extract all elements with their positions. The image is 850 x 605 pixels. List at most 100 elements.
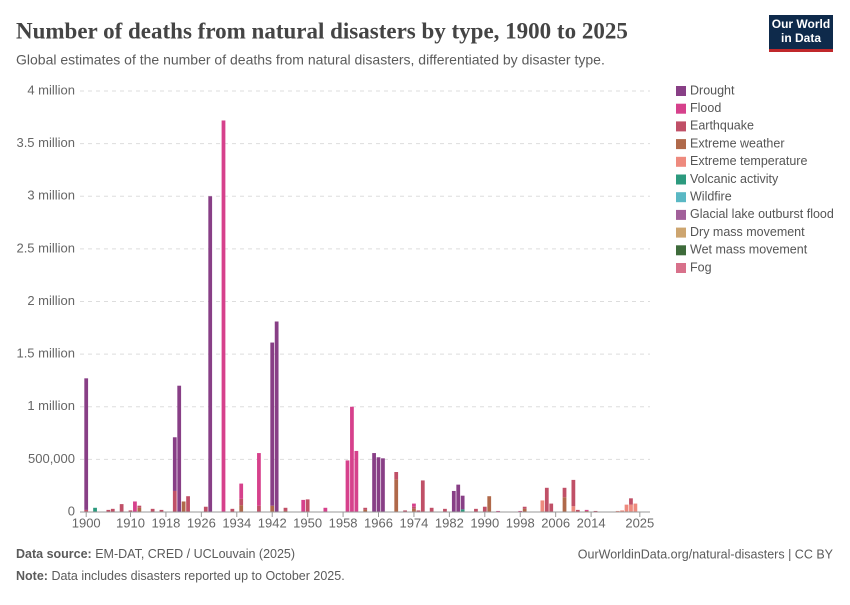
bar-segment (239, 505, 244, 512)
x-tick-label: 1910 (116, 515, 145, 530)
bar-segment (305, 499, 310, 512)
x-tick-label: 1926 (187, 515, 216, 530)
bar-segment (150, 508, 155, 512)
bar-segment (496, 510, 500, 512)
logo[interactable]: Our World in Data (769, 15, 833, 52)
legend-label: Wildfire (690, 189, 732, 203)
y-tick-label: 1 million (27, 398, 75, 413)
bar-segment (230, 508, 235, 512)
bar-segment (345, 460, 350, 512)
bar-segment (84, 378, 89, 510)
bar-segment (412, 503, 416, 507)
bar-segment (93, 507, 97, 512)
bar-segment (633, 503, 638, 512)
bar-segment (571, 479, 576, 507)
legend-swatch (676, 121, 686, 132)
bar-segment (549, 503, 554, 512)
legend-swatch (676, 227, 686, 238)
y-tick-label: 3 million (27, 188, 75, 203)
bar-segment (474, 508, 478, 512)
bar-segment (429, 507, 434, 512)
bar-segment (133, 501, 137, 512)
bar-segment (159, 509, 164, 512)
logo-underline (769, 49, 833, 52)
bar-segment (270, 505, 275, 512)
bar-segment (540, 500, 545, 512)
legend-item[interactable]: Flood (676, 101, 721, 115)
bar-segment (137, 505, 142, 508)
x-tick-label: 1982 (435, 515, 464, 530)
bar-segment (110, 508, 115, 512)
bar-segment (323, 507, 328, 512)
legend-item[interactable]: Glacial lake outburst flood (676, 207, 834, 221)
bar-segment (394, 472, 399, 480)
bar-segment (487, 496, 492, 512)
bar-segment (562, 497, 567, 512)
bar-segment (620, 510, 624, 512)
source-label: Data source: (16, 547, 92, 561)
legend-swatch (676, 263, 686, 273)
legend-item[interactable]: Drought (676, 83, 735, 97)
x-tick-label: 2025 (625, 515, 654, 530)
y-tick-label: 2 million (27, 293, 75, 308)
legend-item[interactable]: Wet mass movement (676, 243, 808, 257)
legend-label: Volcanic activity (690, 172, 779, 186)
legend-item[interactable]: Fog (676, 260, 712, 274)
x-tick-label: 1900 (72, 515, 101, 530)
x-tick-label: 1918 (151, 515, 180, 530)
legend-label: Glacial lake outburst flood (690, 207, 834, 221)
bar-segment (460, 509, 465, 512)
legend-item[interactable]: Wildfire (676, 189, 732, 203)
legend-label: Extreme weather (690, 136, 784, 150)
bar-segment (274, 321, 279, 512)
bar-segment (381, 458, 385, 512)
legend-label: Dry mass movement (690, 225, 805, 239)
legend-swatch (676, 103, 686, 114)
bar-segment (350, 406, 354, 512)
legend-item[interactable]: Volcanic activity (676, 172, 779, 186)
legend-swatch (676, 156, 686, 167)
note-label: Note: (16, 569, 48, 583)
bar-segment (172, 437, 177, 491)
legend-label: Extreme temperature (690, 154, 807, 168)
y-tick-label: 4 million (27, 82, 75, 97)
legend-item[interactable]: Extreme weather (676, 136, 784, 150)
bar-segment (354, 450, 359, 512)
bar-segment (394, 479, 399, 512)
bar-segment (239, 483, 244, 499)
chart-title: Number of deaths from natural disasters … (16, 18, 628, 43)
bar-segment (283, 510, 288, 512)
bar-segment (203, 506, 208, 512)
legend-label: Drought (690, 83, 735, 97)
bar-segment (562, 487, 567, 498)
bar-segment (106, 509, 111, 512)
bar-segment (119, 504, 124, 512)
legend-item[interactable]: Earthquake (676, 119, 754, 133)
bar-segment (363, 507, 368, 510)
legend-swatch (676, 209, 686, 220)
note-text: Data includes disasters reported up to O… (51, 569, 344, 583)
bar-segment (460, 495, 465, 510)
bar-segment (177, 385, 182, 512)
bar-segment (456, 484, 461, 512)
x-tick-label: 1966 (364, 515, 393, 530)
bar-segment (571, 506, 576, 512)
footer-url[interactable]: OurWorldinData.org/natural-disasters | C… (578, 547, 834, 561)
legend-item[interactable]: Dry mass movement (676, 225, 805, 239)
legend-swatch (676, 174, 686, 185)
bar-segment (403, 510, 407, 512)
bar-segment (208, 196, 213, 512)
bar-segment (420, 480, 425, 512)
bar-segment (522, 508, 527, 512)
y-tick-label: 500,000 (28, 451, 75, 466)
legend-item[interactable]: Extreme temperature (676, 154, 807, 168)
bar-segment (615, 510, 620, 512)
legend-label: Wet mass movement (690, 243, 808, 257)
source-text[interactable]: EM-DAT, CRED / UCLouvain (2025) (95, 547, 295, 561)
bar-segment (412, 506, 416, 509)
footer-note: Note: Data includes disasters reported u… (16, 569, 345, 583)
legend-label: Flood (690, 101, 721, 115)
x-tick-label: 2014 (577, 515, 606, 530)
bar-segment (137, 507, 142, 512)
bar-segment (629, 498, 633, 505)
